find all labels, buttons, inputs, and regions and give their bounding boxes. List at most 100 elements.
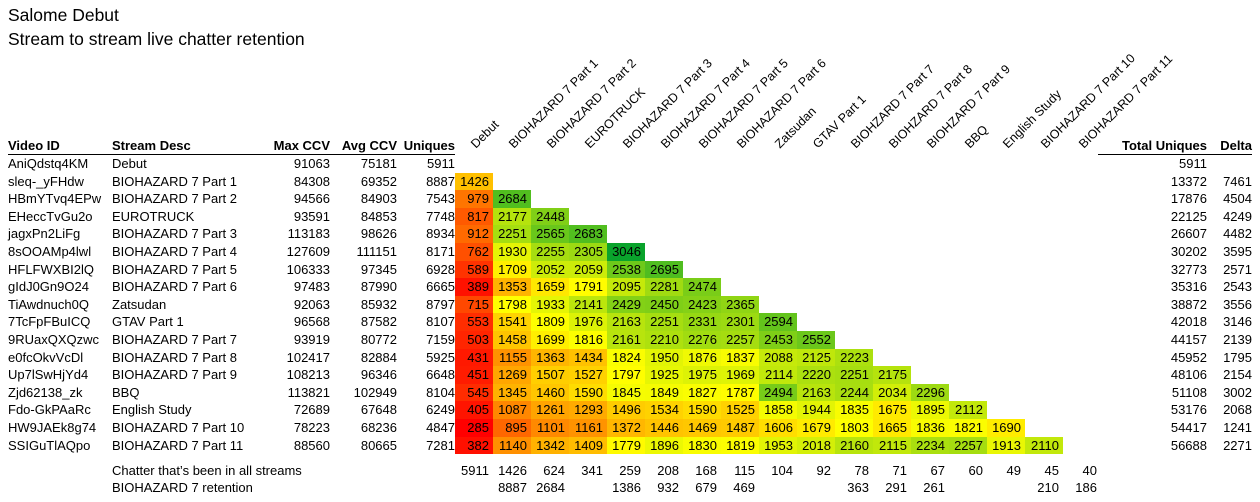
header-avg-ccv: Avg CCV bbox=[341, 137, 397, 153]
heatmap-cell: 2177 bbox=[493, 207, 531, 226]
avg-ccv-cell: 87582 bbox=[360, 314, 397, 330]
heatmap-cell: 1458 bbox=[493, 330, 531, 349]
uniques-cell: 5911 bbox=[427, 156, 455, 171]
footer-label: BIOHAZARD 7 retention bbox=[112, 480, 253, 496]
table-row: HBmYTvq4EPw BIOHAZARD 7 Part 2 94566 84903 7… bbox=[0, 190, 1252, 208]
max-ccv-cell: 106333 bbox=[286, 261, 330, 277]
heatmap-cell: 1590 bbox=[569, 383, 607, 402]
heatmap-cell: 1944 bbox=[797, 401, 835, 419]
footer-value-cell bbox=[987, 479, 1025, 497]
footer-value-cell bbox=[759, 479, 797, 497]
footer-value-cell: 92 bbox=[816, 462, 831, 478]
title-block: Salome Debut Stream to stream live chatt… bbox=[8, 3, 305, 51]
delta-cell: 2543 bbox=[1223, 279, 1252, 295]
matrix-row-spacer bbox=[493, 173, 1101, 191]
uniques-cell: 7159 bbox=[426, 331, 455, 347]
heatmap-cell: 1709 bbox=[493, 260, 531, 279]
heatmap-cell: 1858 bbox=[759, 401, 797, 419]
matrix-row-spacer bbox=[911, 366, 1101, 384]
video-id-cell: EHeccTvGu2o bbox=[8, 208, 93, 224]
heatmap-cell: 2683 bbox=[569, 225, 607, 243]
stream-desc-cell: BIOHAZARD 7 Part 6 bbox=[112, 279, 237, 295]
page-subtitle: Stream to stream live chatter retention bbox=[8, 29, 305, 49]
heatmap-cell: 2538 bbox=[607, 260, 645, 279]
uniques-cell: 6249 bbox=[426, 402, 455, 418]
table-row: 9RUaxQXQzwc BIOHAZARD 7 Part 7 93919 80772 7… bbox=[0, 330, 1252, 349]
table-row: e0fcOkvVcDl BIOHAZARD 7 Part 8 102417 82884… bbox=[0, 348, 1252, 367]
heatmap-cell: 2034 bbox=[873, 383, 911, 402]
heatmap-cell: 1342 bbox=[531, 436, 569, 455]
uniques-cell: 7748 bbox=[426, 208, 455, 224]
heatmap-cell: 1896 bbox=[645, 436, 683, 455]
header-max-ccv: Max CCV bbox=[273, 137, 330, 153]
stream-desc-cell: BIOHAZARD 7 Part 2 bbox=[112, 191, 237, 207]
heatmap-cell: 1933 bbox=[531, 295, 569, 314]
heatmap-cell: 2301 bbox=[721, 313, 759, 331]
footer-value-cell: 71 bbox=[892, 462, 907, 478]
total-uniques-cell: 32773 bbox=[1170, 261, 1207, 277]
matrix-row-spacer bbox=[721, 278, 1101, 296]
video-id-cell: 9RUaxQXQzwc bbox=[8, 331, 100, 347]
avg-ccv-cell: 97345 bbox=[360, 261, 397, 277]
avg-ccv-cell: 84903 bbox=[360, 191, 397, 207]
heatmap-cell: 1659 bbox=[531, 278, 569, 296]
heatmap-cell: 2115 bbox=[873, 436, 911, 455]
heatmap-cell: 2223 bbox=[835, 348, 873, 367]
heatmap-cell: 2429 bbox=[607, 295, 645, 314]
heatmap-cell: 1534 bbox=[645, 401, 683, 419]
heatmap-cell: 3046 bbox=[607, 242, 645, 261]
header-video-id: Video ID bbox=[8, 137, 60, 153]
footer-value-cell bbox=[455, 479, 493, 497]
total-uniques-cell: 17876 bbox=[1170, 191, 1207, 207]
stream-desc-cell: BIOHAZARD 7 Part 10 bbox=[112, 419, 245, 435]
heatmap-cell: 1816 bbox=[569, 330, 607, 349]
footer-spacer bbox=[330, 462, 397, 480]
footer-value-cell: 1426 bbox=[498, 462, 527, 478]
matrix-row-spacer bbox=[607, 225, 1101, 243]
footer-spacer bbox=[330, 479, 397, 497]
heatmap-cell: 2251 bbox=[835, 366, 873, 384]
delta-cell: 3556 bbox=[1223, 296, 1252, 312]
heatmap-cell: 2331 bbox=[683, 313, 721, 331]
heatmap-cell: 1372 bbox=[607, 418, 645, 437]
stream-desc-cell: Debut bbox=[112, 156, 147, 171]
heatmap-cell: 1787 bbox=[721, 383, 759, 402]
avg-ccv-cell: 75181 bbox=[360, 156, 397, 171]
delta-cell: 4249 bbox=[1223, 208, 1252, 224]
heatmap-cell: 2175 bbox=[873, 366, 911, 384]
heatmap-cell: 389 bbox=[455, 278, 493, 296]
heatmap-cell: 1409 bbox=[569, 436, 607, 455]
avg-ccv-cell: 68236 bbox=[360, 419, 397, 435]
video-id-cell: Up7lSwHjYd4 bbox=[8, 367, 89, 383]
max-ccv-cell: 108213 bbox=[286, 367, 330, 383]
footer-spacer bbox=[262, 462, 330, 480]
heatmap-cell: 979 bbox=[455, 190, 493, 208]
heatmap-cell: 1969 bbox=[721, 366, 759, 384]
heatmap-cell: 285 bbox=[455, 418, 493, 437]
heatmap-cell: 1679 bbox=[797, 418, 835, 437]
heatmap-cell: 1876 bbox=[683, 348, 721, 367]
page-title: Salome Debut bbox=[8, 5, 119, 25]
heatmap-cell: 2112 bbox=[949, 401, 987, 419]
stream-desc-cell: BIOHAZARD 7 Part 9 bbox=[112, 367, 237, 383]
heatmap-cell: 1606 bbox=[759, 418, 797, 437]
heatmap-cell: 1434 bbox=[569, 348, 607, 367]
heatmap-cell: 405 bbox=[455, 401, 493, 419]
max-ccv-cell: 97483 bbox=[293, 279, 330, 295]
heatmap-cell: 2251 bbox=[493, 225, 531, 243]
uniques-cell: 4847 bbox=[426, 419, 455, 435]
footer-value-cell: 186 bbox=[1075, 480, 1097, 496]
heatmap-cell: 2141 bbox=[569, 295, 607, 314]
heatmap-cell: 2365 bbox=[721, 295, 759, 314]
matrix-row-spacer bbox=[455, 155, 1101, 173]
avg-ccv-cell: 80665 bbox=[360, 437, 397, 453]
header-stream-desc: Stream Desc bbox=[112, 137, 191, 153]
heatmap-cell: 2453 bbox=[759, 330, 797, 349]
footer-value-cell: 261 bbox=[923, 480, 945, 496]
table-row: Up7lSwHjYd4 BIOHAZARD 7 Part 9 108213 96346… bbox=[0, 366, 1252, 384]
heatmap-cell: 2257 bbox=[949, 436, 987, 455]
delta-cell: 2068 bbox=[1223, 402, 1252, 418]
stream-desc-cell: English Study bbox=[112, 402, 192, 418]
heatmap-cell: 1819 bbox=[721, 436, 759, 455]
stream-desc-cell: BIOHAZARD 7 Part 3 bbox=[112, 226, 237, 242]
